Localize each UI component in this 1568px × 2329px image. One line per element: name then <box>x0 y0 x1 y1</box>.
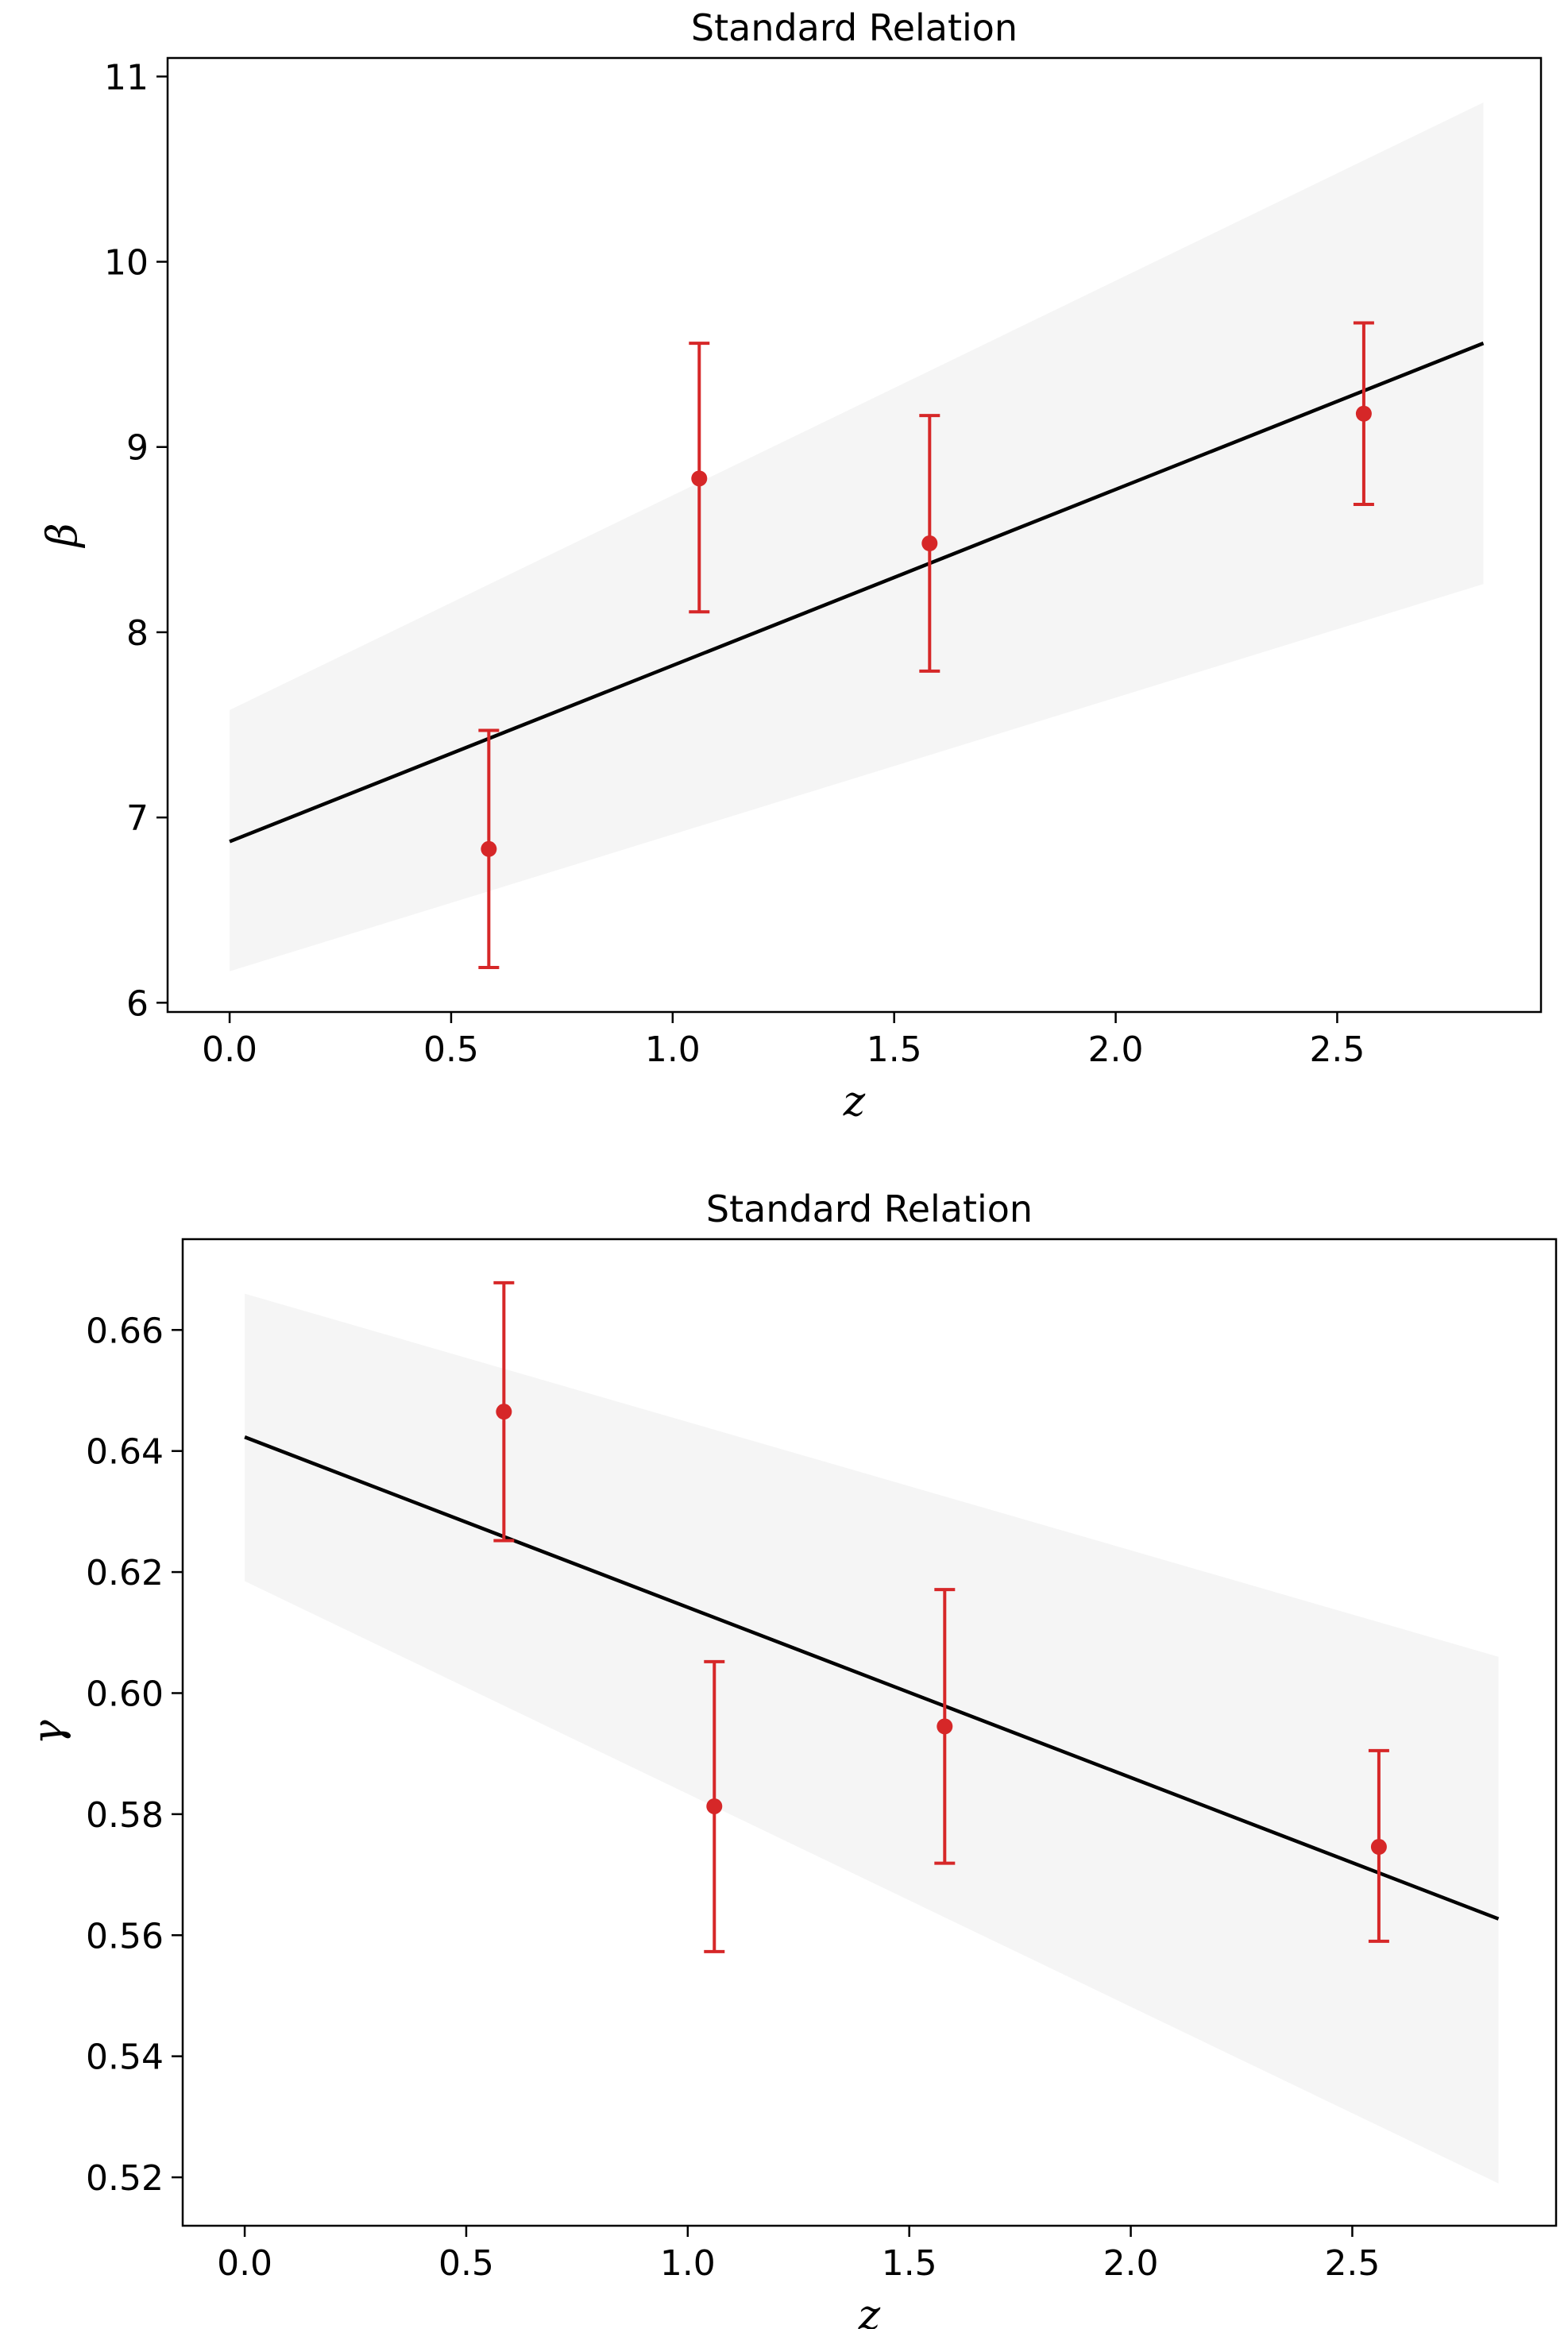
data-point <box>691 470 708 487</box>
y-tick-label: 0.56 <box>86 1916 164 1956</box>
data-point <box>921 535 938 551</box>
y-tick-label: 0.52 <box>86 2158 164 2199</box>
y-tick-label: 6 <box>126 983 149 1024</box>
x-axis-label: z <box>858 2292 881 2329</box>
plot-frame <box>181 1238 1558 2227</box>
fit-line <box>244 1435 1500 1921</box>
x-tick-label: 2.0 <box>1088 1029 1144 1070</box>
x-tick-label: 2.5 <box>1324 2243 1380 2284</box>
y-axis-label: β <box>39 523 87 548</box>
y-tick-label: 8 <box>126 613 149 654</box>
y-tick-label: 0.60 <box>86 1674 164 1714</box>
data-point <box>937 1718 953 1735</box>
data-point <box>496 1404 512 1420</box>
y-tick-label: 0.54 <box>86 2037 164 2078</box>
y-tick-label: 9 <box>126 428 149 469</box>
x-tick-label: 2.0 <box>1103 2243 1159 2284</box>
plot-frame <box>166 56 1543 1014</box>
gamma-chart: Standard Relation z γ 0.0 0.5 1.0 1.5 2.0 2.5… <box>25 1188 1558 2329</box>
y-tick-label: 0.66 <box>86 1311 164 1351</box>
x-tick-label: 2.5 <box>1309 1029 1365 1070</box>
y-axis-label: γ <box>25 1720 72 1745</box>
x-tick-label: 1.5 <box>867 1029 922 1070</box>
x-tick-label: 0.0 <box>202 1029 257 1070</box>
chart-title: Standard Relation <box>706 1188 1033 1230</box>
y-tick-label: 0.64 <box>86 1432 164 1473</box>
x-tick-label: 0.5 <box>438 2243 494 2284</box>
confidence-band <box>245 1293 1499 2184</box>
y-tick-label: 0.62 <box>86 1553 164 1593</box>
y-tick-label: 0.58 <box>86 1795 164 1836</box>
x-axis-label: z <box>843 1078 866 1126</box>
beta-chart: Standard Relation z β 0.0 0.5 1.0 1.5 2.0 2.5… <box>39 6 1543 1126</box>
y-tick-label: 11 <box>104 57 149 98</box>
data-point <box>481 840 497 857</box>
data-point <box>1370 1839 1387 1856</box>
x-tick-label: 0.5 <box>423 1029 479 1070</box>
chart-title: Standard Relation <box>691 6 1018 49</box>
data-point <box>1355 405 1372 422</box>
x-tick-label: 1.5 <box>882 2243 937 2284</box>
confidence-band <box>230 102 1484 971</box>
x-tick-label: 1.0 <box>645 1029 701 1070</box>
y-tick-label: 7 <box>126 798 149 839</box>
x-tick-label: 0.0 <box>217 2243 272 2284</box>
fit-line <box>229 342 1485 844</box>
x-tick-label: 1.0 <box>660 2243 716 2284</box>
y-tick-label: 10 <box>104 243 149 284</box>
data-point <box>706 1798 723 1814</box>
